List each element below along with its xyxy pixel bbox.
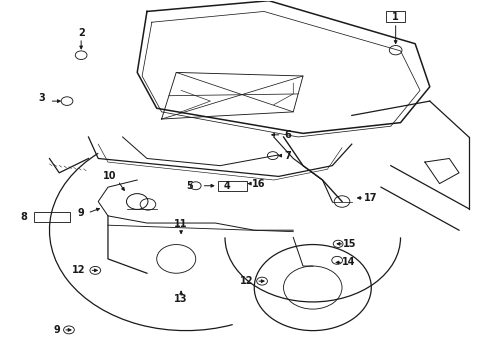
- Text: 4: 4: [224, 181, 230, 192]
- Text: 5: 5: [186, 181, 193, 192]
- Text: 12: 12: [240, 276, 253, 286]
- Text: 9: 9: [78, 208, 84, 218]
- Text: 1: 1: [391, 12, 398, 22]
- Text: 10: 10: [103, 171, 117, 181]
- Text: 9: 9: [53, 325, 60, 335]
- Bar: [34, 212, 70, 222]
- Text: 13: 13: [174, 294, 187, 304]
- Text: 8: 8: [20, 212, 27, 222]
- Text: 11: 11: [174, 220, 187, 229]
- Bar: [217, 181, 246, 192]
- Text: 12: 12: [72, 265, 85, 275]
- Text: 14: 14: [342, 257, 355, 267]
- Text: 17: 17: [363, 193, 376, 203]
- Bar: [385, 12, 405, 22]
- Text: 2: 2: [78, 28, 84, 38]
- Text: 3: 3: [39, 93, 45, 103]
- Text: 6: 6: [284, 130, 290, 140]
- Text: 15: 15: [343, 239, 356, 249]
- Text: 16: 16: [252, 179, 265, 189]
- Text: 7: 7: [284, 150, 290, 161]
